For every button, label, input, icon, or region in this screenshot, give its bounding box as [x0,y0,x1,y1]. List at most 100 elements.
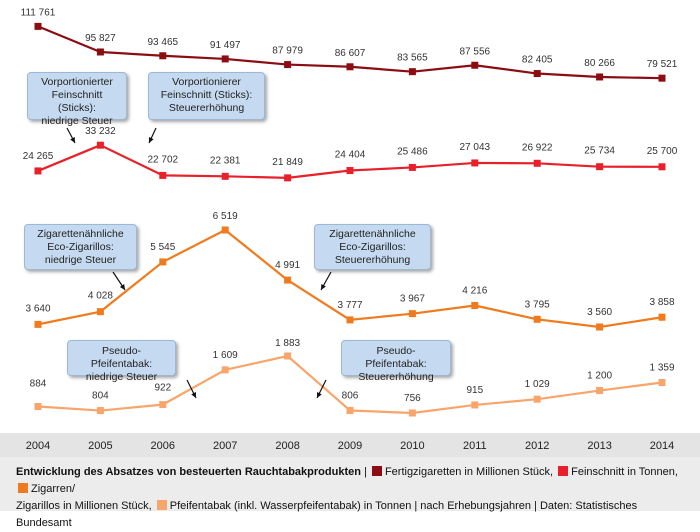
x-tick-label: 2006 [151,440,175,452]
data-label: 87 556 [460,46,491,57]
data-label: 3 795 [525,299,550,310]
annotation-pfeifentabak-tax-increase: Pseudo-Pfeifentabak: Steuererhöhung [341,340,451,383]
legend-label: Pfeifentabak (inkl. Wasserpfeifentabak) … [169,500,412,512]
data-label: 1 883 [275,338,300,349]
data-label: 915 [466,385,483,396]
data-point [533,395,541,403]
data-label: 6 519 [213,211,238,222]
data-point [159,171,167,179]
x-tick-label: 2011 [463,440,487,452]
legend-label: Feinschnitt in Tonnen, [571,466,678,478]
caption-separator: | [364,466,367,478]
data-point [221,172,229,180]
annotation-line: Feinschnitt (Sticks): [51,89,103,114]
data-point [658,74,666,82]
data-point [96,141,104,149]
data-label: 756 [404,393,421,404]
legend-swatch-fertigzigaretten [371,466,382,476]
data-label: 4 028 [88,291,113,302]
data-point [159,258,167,266]
annotation-line: Eco-Zigarillos: [47,241,114,253]
data-label: 95 827 [85,33,116,44]
annotation-feinschnitt-tax-increase: Vorportionierer Feinschnitt (Sticks): St… [148,72,265,120]
data-point [471,301,479,309]
data-point [34,22,42,30]
data-label: 24 265 [23,151,54,162]
data-label: 33 232 [85,126,116,137]
annotation-line: Pseudo-Pfeifentabak: [365,345,427,370]
data-label: 25 486 [397,146,428,157]
x-tick-label: 2010 [400,440,424,452]
data-label: 25 700 [647,146,678,157]
data-label: 25 734 [584,146,615,157]
data-label: 1 200 [587,371,612,382]
annotation-zigarillos-tax-increase: Zigarettenähnliche Eco-Zigarillos: Steue… [314,224,431,270]
annotation-line: Steuererhöhung [168,102,245,114]
data-point [96,407,104,415]
caption-title: Entwicklung des Absatzes von besteuerten… [16,466,361,478]
x-tick-label: 2004 [26,440,50,452]
data-point [96,48,104,56]
annotation-pfeifentabak-low-tax: Pseudo-Pfeifentabak: niedrige Steuer [67,340,176,383]
data-point [408,68,416,76]
data-label: 806 [342,390,359,401]
annotation-line: Vorportionierter [41,76,113,88]
data-label: 804 [92,391,109,402]
data-label: 87 979 [272,46,303,57]
data-point [596,387,604,395]
data-point [159,401,167,409]
data-point [346,167,354,175]
legend-swatch-zigarren [18,483,28,493]
annotation-arrowhead [119,284,125,290]
data-point [596,163,604,171]
data-point [221,226,229,234]
legend-label: Zigarillos in Millionen Stück, [16,500,152,512]
legend-label: Zigarren/ [31,483,76,495]
data-label: 91 497 [210,40,241,51]
annotation-arrowhead [70,137,75,143]
x-tick-label: 2007 [213,440,237,452]
annotation-arrowhead [317,392,322,398]
data-label: 27 043 [460,142,491,153]
data-point [596,323,604,331]
data-point [408,310,416,318]
data-point [471,61,479,69]
data-label: 80 266 [584,58,615,69]
data-label: 111 761 [21,7,56,18]
data-point [596,73,604,81]
data-point [159,52,167,60]
data-label: 79 521 [647,59,678,70]
data-label: 22 702 [148,154,179,165]
x-axis-band [0,433,700,457]
data-point [221,366,229,374]
data-point [346,63,354,71]
legend-swatch-pfeifentabak [156,500,167,510]
data-label: 3 560 [587,307,612,318]
data-label: 884 [30,379,47,390]
annotation-line: niedrige Steuer [85,371,158,383]
data-label: 86 607 [335,48,366,59]
data-label: 3 777 [337,300,362,311]
legend-swatch-feinschnitt [558,466,569,476]
data-point [284,352,292,360]
annotation-line: Vorportionierer [172,76,241,88]
line-chart: 2004 2005 2006 2007 2008 2009 2010 2011 2012 2013… [21,7,678,452]
x-tick-label: 2013 [587,440,611,452]
annotation-line: niedrige Steuer [44,254,117,266]
data-label: 93 465 [148,37,179,48]
legend-label: Fertigzigaretten in Millionen Stück, [384,466,554,478]
data-point [284,276,292,284]
data-point [533,159,541,167]
data-point [471,159,479,167]
data-label: 4 991 [275,260,300,271]
annotation-arrowhead [148,137,154,143]
data-label: 1 359 [649,363,674,374]
data-point [346,406,354,414]
annotation-line: Steuererhöhung [334,254,411,266]
annotation-line: Feinschnitt (Sticks): [160,89,253,101]
data-point [34,167,42,175]
data-label: 922 [154,383,171,394]
annotation-arrowhead [191,392,196,398]
annotation-zigarillos-low-tax: Zigarettenähnliche Eco-Zigarillos: niedr… [24,224,137,270]
data-label: 26 922 [522,142,553,153]
